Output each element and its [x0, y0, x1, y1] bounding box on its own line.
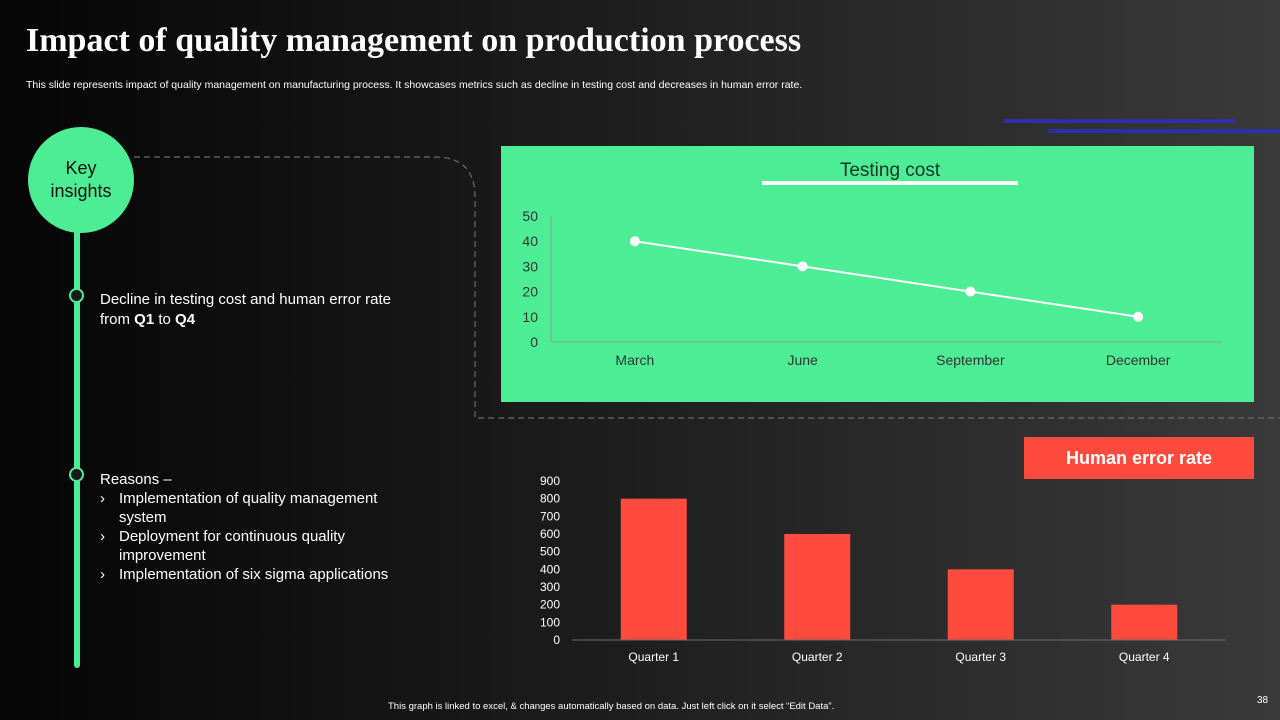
- line-chart-series-line: [634, 240, 1139, 318]
- bar-chart-y-tick-label: 700: [540, 509, 560, 523]
- insight-q1: Q1: [134, 311, 155, 328]
- bar-chart-bar: [1111, 604, 1178, 640]
- bar-chart-x-tick-label: Quarter 3: [955, 650, 1006, 664]
- line-chart-x-tick-label: March: [615, 352, 654, 368]
- timeline-bar: [74, 225, 80, 668]
- bar-chart-y-tick-label: 600: [540, 527, 560, 541]
- bar-chart-y-tick-label: 800: [540, 492, 560, 506]
- line-chart-point: [965, 286, 976, 297]
- line-chart-y-tick-label: 20: [522, 284, 538, 300]
- line-chart-point: [1133, 311, 1144, 322]
- insight-text-part: to: [154, 311, 176, 328]
- bar-chart-y-tick-label: 100: [540, 615, 560, 629]
- bar-chart-bar: [620, 498, 687, 640]
- insight-text-part: Decline in testing cost and human error …: [100, 291, 391, 328]
- reason-item: › Implementation of six sigma application…: [100, 565, 400, 584]
- reason-item: › Deployment for continuous quality impro…: [100, 527, 400, 565]
- chevron-right-icon: ›: [100, 566, 105, 583]
- line-chart-x-tick-label: December: [1106, 352, 1171, 368]
- chevron-right-icon: ›: [100, 528, 105, 545]
- reasons-title: Reasons –: [100, 471, 172, 488]
- slide-title: Impact of quality management on producti…: [26, 22, 802, 59]
- bar-chart-y-tick-label: 900: [540, 474, 560, 488]
- line-chart-title: Testing cost: [839, 160, 941, 181]
- bar-chart-bar: [947, 569, 1014, 640]
- bar-chart-x-tick-label: Quarter 2: [792, 650, 843, 664]
- bar-chart-y-tick-label: 500: [540, 545, 560, 559]
- bar-chart-y-tick-label: 200: [540, 598, 560, 612]
- reasons-list: › Implementation of quality management s…: [100, 489, 400, 584]
- line-chart-x-tick-label: September: [936, 352, 1005, 368]
- testing-cost-panel: [501, 146, 1254, 402]
- bar-chart-title: Human error rate: [1024, 437, 1254, 479]
- timeline-node: [69, 288, 84, 303]
- bar-chart-bar: [784, 534, 851, 640]
- insight-q4: Q4: [175, 311, 196, 328]
- reason-item: › Implementation of quality management s…: [100, 489, 400, 527]
- reason-text: Implementation of quality management sys…: [119, 490, 378, 526]
- decorative-line: [1004, 119, 1236, 123]
- bar-chart-y-tick-label: 0: [553, 633, 560, 647]
- bar-chart-y-tick-label: 300: [540, 580, 560, 594]
- bar-chart-x-tick-label: Quarter 4: [1119, 650, 1170, 664]
- reason-text: Deployment for continuous quality improv…: [119, 528, 345, 564]
- line-chart-y-tick-label: 40: [522, 233, 538, 249]
- key-insights-badge: Key insights: [28, 127, 134, 233]
- line-chart-y-tick-label: 0: [530, 334, 538, 350]
- line-chart-point: [797, 261, 808, 272]
- page-number: 38: [1257, 695, 1269, 706]
- line-chart-title-underline: [762, 181, 1018, 185]
- reasons-block: Reasons – › Implementation of quality ma…: [100, 470, 400, 584]
- reason-text: Implementation of six sigma applications: [119, 566, 389, 583]
- line-chart-y-tick-label: 10: [522, 309, 538, 325]
- key-insights-label: Key insights: [50, 158, 112, 201]
- timeline-node: [69, 467, 84, 482]
- line-chart-point: [629, 236, 640, 247]
- footnote: This graph is linked to excel, & changes…: [388, 701, 835, 712]
- bar-chart-y-tick-label: 400: [540, 562, 560, 576]
- insight-text: Decline in testing cost and human error …: [100, 290, 400, 330]
- line-chart-y-tick-label: 30: [522, 258, 538, 274]
- slide-subtitle: This slide represents impact of quality …: [26, 79, 803, 91]
- line-chart-y-tick-label: 50: [522, 208, 538, 224]
- bar-chart-x-tick-label: Quarter 1: [628, 650, 679, 664]
- chevron-right-icon: ›: [100, 490, 105, 507]
- decorative-line: [1048, 129, 1280, 133]
- line-chart-x-tick-label: June: [787, 352, 818, 368]
